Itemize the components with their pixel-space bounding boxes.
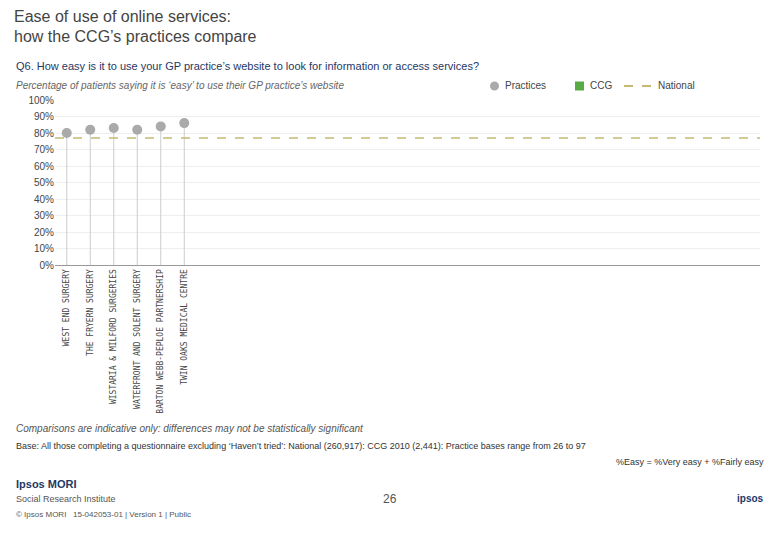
svg-text:WEST END SURGERY: WEST END SURGERY (62, 269, 71, 346)
svg-text:%Easy = %Very easy + %Fairly e: %Easy = %Very easy + %Fairly easy (616, 457, 764, 467)
svg-text:100%: 100% (28, 95, 54, 106)
svg-text:BARTON WEBB-PEPLOE PARTNERSHIP: BARTON WEBB-PEPLOE PARTNERSHIP (156, 269, 165, 414)
svg-text:60%: 60% (34, 161, 54, 172)
svg-text:70%: 70% (34, 144, 54, 155)
svg-text:© Ipsos MORI 15-042053-01 |: © Ipsos MORI 15-042053-01 | Version 1 | … (16, 510, 191, 519)
svg-text:50%: 50% (34, 177, 54, 188)
svg-text:Practices: Practices (505, 80, 546, 91)
svg-text:WATERFRONT AND SOLENT SURGERY: WATERFRONT AND SOLENT SURGERY (133, 269, 142, 409)
svg-text:Percentage of patients saying: Percentage of patients saying it is ‘eas… (16, 80, 344, 91)
svg-text:ipsos: ipsos (737, 493, 764, 504)
svg-text:10%: 10% (34, 243, 54, 254)
svg-text:Comparisons are indicative onl: Comparisons are indicative only: differe… (16, 423, 364, 434)
svg-text:Q6. How easy is it to use your: Q6. How easy is it to use your GP practi… (16, 60, 479, 72)
svg-text:CCG: CCG (590, 80, 612, 91)
svg-text:20%: 20% (34, 227, 54, 238)
svg-text:Ipsos MORI: Ipsos MORI (16, 478, 77, 490)
svg-text:30%: 30% (34, 210, 54, 221)
svg-text:Ease of use of online services: Ease of use of online services:how the C… (14, 8, 257, 46)
svg-text:National: National (658, 80, 695, 91)
svg-text:26: 26 (383, 492, 397, 506)
svg-text:0%: 0% (40, 260, 55, 271)
svg-text:WISTARIA & MILFORD SURGERIES: WISTARIA & MILFORD SURGERIES (109, 269, 118, 404)
svg-text:80%: 80% (34, 128, 54, 139)
svg-text:90%: 90% (34, 111, 54, 122)
svg-text:40%: 40% (34, 194, 54, 205)
svg-text:Base: All those completing a q: Base: All those completing a questionnai… (16, 441, 586, 451)
svg-text:Social Research Institute: Social Research Institute (16, 494, 116, 504)
svg-text:TWIN OAKS MEDICAL CENTRE: TWIN OAKS MEDICAL CENTRE (180, 269, 189, 385)
svg-text:THE FRYERN SURGERY: THE FRYERN SURGERY (86, 269, 95, 356)
